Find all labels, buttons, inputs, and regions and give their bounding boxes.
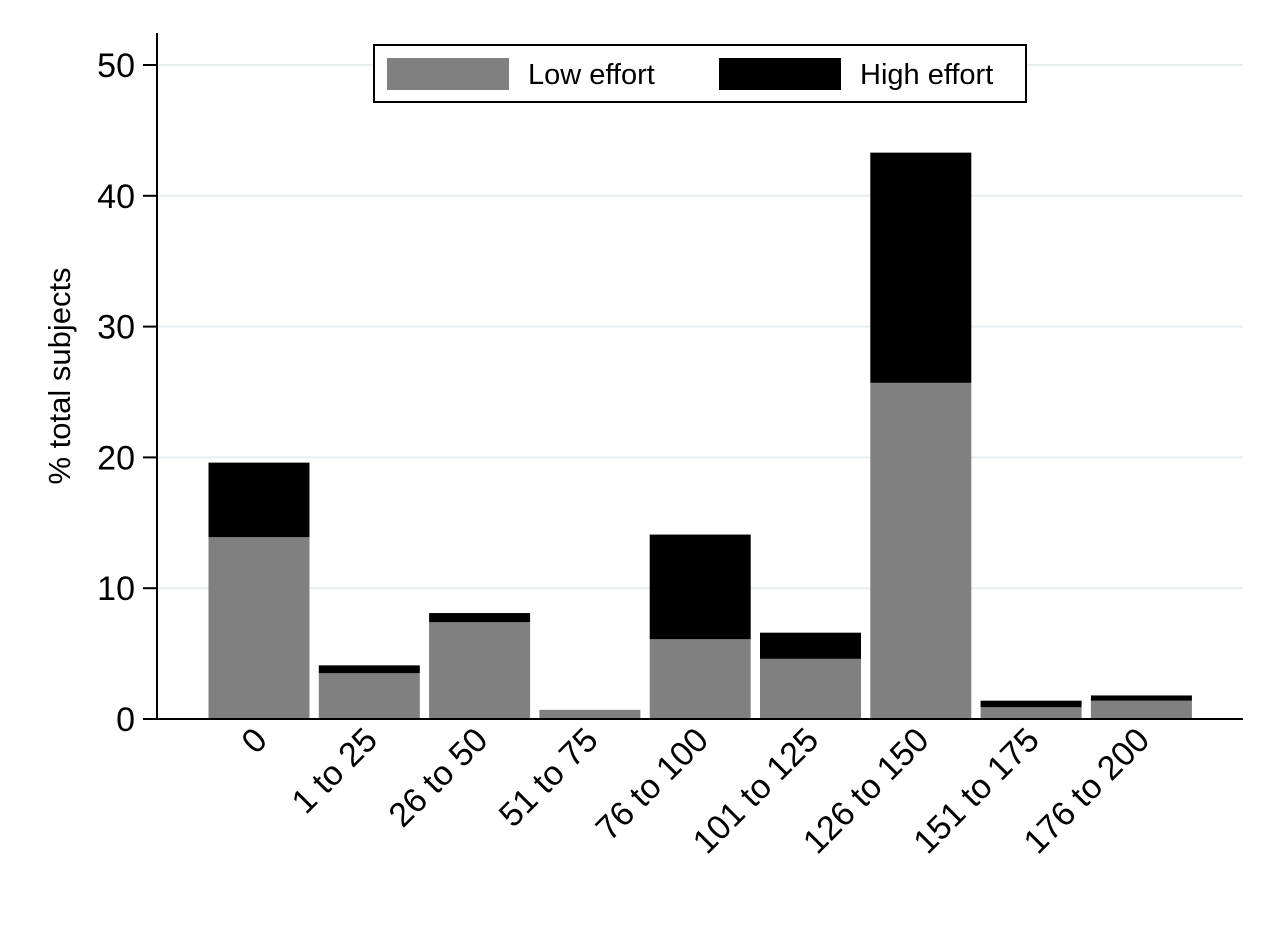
y-tick-label: 40 bbox=[97, 178, 135, 216]
bar-low-effort bbox=[208, 537, 310, 719]
y-tick-label: 20 bbox=[97, 439, 135, 477]
y-tick-label: 0 bbox=[116, 701, 135, 739]
x-tick-label: 0 bbox=[234, 721, 274, 761]
y-tick-label: 50 bbox=[97, 47, 135, 85]
bar-low-effort bbox=[429, 622, 531, 719]
bar-high-effort bbox=[760, 632, 861, 659]
y-tick-label: 10 bbox=[97, 570, 135, 608]
bar-high-effort bbox=[980, 700, 1082, 708]
bar-low-effort bbox=[980, 707, 1082, 719]
bar-low-effort bbox=[870, 382, 972, 719]
x-tick-label: 26 to 50 bbox=[381, 721, 495, 835]
bar-high-effort bbox=[429, 613, 531, 623]
gridlines bbox=[157, 64, 1243, 590]
x-tick-label: 51 to 75 bbox=[492, 721, 606, 835]
bar-low-effort bbox=[760, 658, 861, 719]
bar-low-effort bbox=[318, 673, 420, 719]
y-tick-label: 30 bbox=[97, 309, 135, 347]
bar-low-effort bbox=[1090, 700, 1192, 719]
y-ticks: 0 10 20 30 40 50 bbox=[97, 47, 157, 739]
bar-high-effort bbox=[649, 534, 751, 640]
legend-swatch-low-effort bbox=[387, 58, 509, 90]
x-tick-label: 1 to 25 bbox=[285, 721, 385, 821]
bars bbox=[208, 152, 1192, 719]
y-axis-title: % total subjects bbox=[42, 267, 77, 484]
axes bbox=[156, 33, 1243, 720]
legend-label-high-effort: High effort bbox=[860, 59, 993, 91]
bar-high-effort bbox=[870, 152, 972, 383]
bar-high-effort bbox=[318, 665, 420, 674]
legend-swatch-high-effort bbox=[719, 58, 841, 90]
legend: Low effort High effort bbox=[373, 44, 1027, 103]
bar-high-effort bbox=[1090, 695, 1192, 701]
bar-low-effort bbox=[539, 709, 641, 719]
legend-label-low-effort: Low effort bbox=[528, 59, 655, 91]
bar-low-effort bbox=[649, 639, 751, 719]
bar-high-effort bbox=[208, 462, 310, 538]
